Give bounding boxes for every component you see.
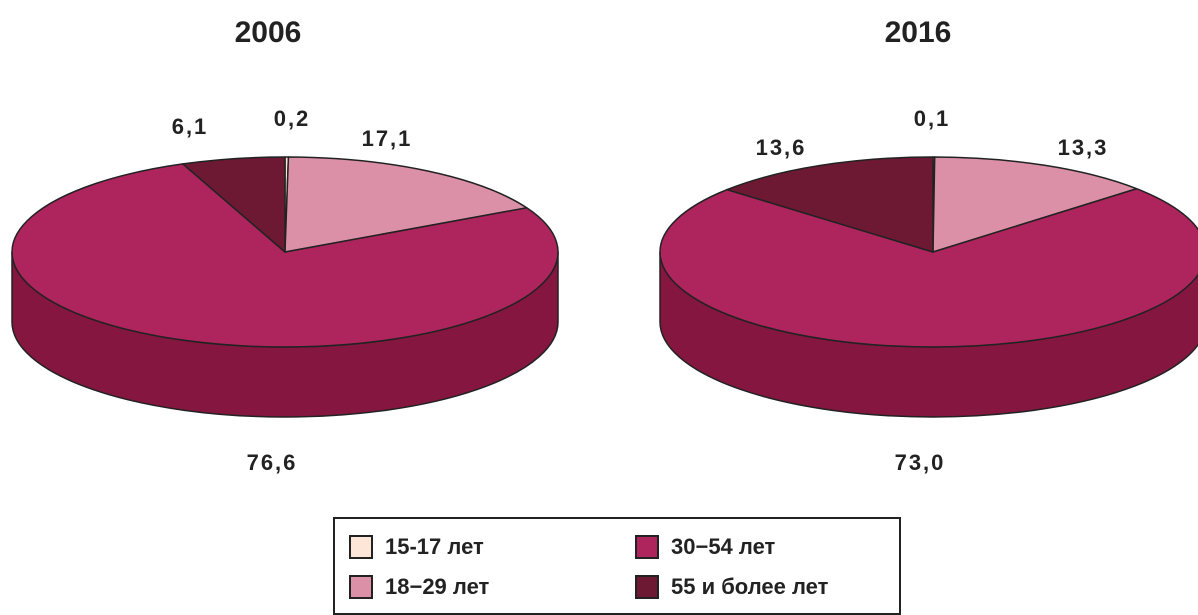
legend-swatch-18-29: [349, 575, 373, 599]
chart-title-2006: 2006: [235, 16, 302, 49]
legend-item-30-54: 30−54 лет: [635, 531, 775, 563]
pie-slice-2016-18-29: [932, 156, 1138, 253]
legend-label-15-17: 15-17 лет: [385, 534, 484, 559]
legend-label-55plus: 55 и более лет: [671, 574, 829, 599]
pie-slice-2006-55plus: [182, 156, 286, 253]
data-label-2016-30-54: 73,0: [895, 450, 946, 475]
data-label-2006-55plus: 6,1: [172, 114, 209, 139]
data-label-2006-18-29: 17,1: [362, 126, 413, 151]
legend-swatch-15-17: [349, 535, 373, 559]
legend-swatch-30-54: [635, 535, 659, 559]
pie-chart-2016: [659, 156, 1198, 418]
pie-slice-2016-30-54: [659, 187, 1198, 348]
pie-chart-2006: [11, 156, 559, 418]
chart-title-2016: 2016: [885, 16, 952, 49]
legend-item-15-17: 15-17 лет: [349, 531, 484, 563]
pie-slice-2006-30-54: [11, 163, 559, 348]
legend-item-55plus: 55 и более лет: [635, 571, 828, 603]
data-label-2006-30-54: 76,6: [247, 450, 298, 475]
legend-swatch-55plus: [635, 575, 659, 599]
legend: 15-17 лет 30−54 лет 18−29 лет 55 и более…: [333, 517, 901, 615]
data-label-2006-15-17: 0,2: [274, 106, 311, 131]
data-label-2016-18-29: 13,3: [1058, 135, 1109, 160]
pie-slice-2016-55plus: [726, 156, 934, 253]
legend-item-18-29: 18−29 лет: [349, 571, 489, 603]
legend-label-18-29: 18−29 лет: [385, 574, 490, 599]
data-label-2016-55plus: 13,6: [756, 135, 807, 160]
legend-label-30-54: 30−54 лет: [671, 534, 776, 559]
data-label-2016-15-17: 0,1: [914, 106, 951, 131]
pie-slice-2006-18-29: [284, 156, 528, 253]
